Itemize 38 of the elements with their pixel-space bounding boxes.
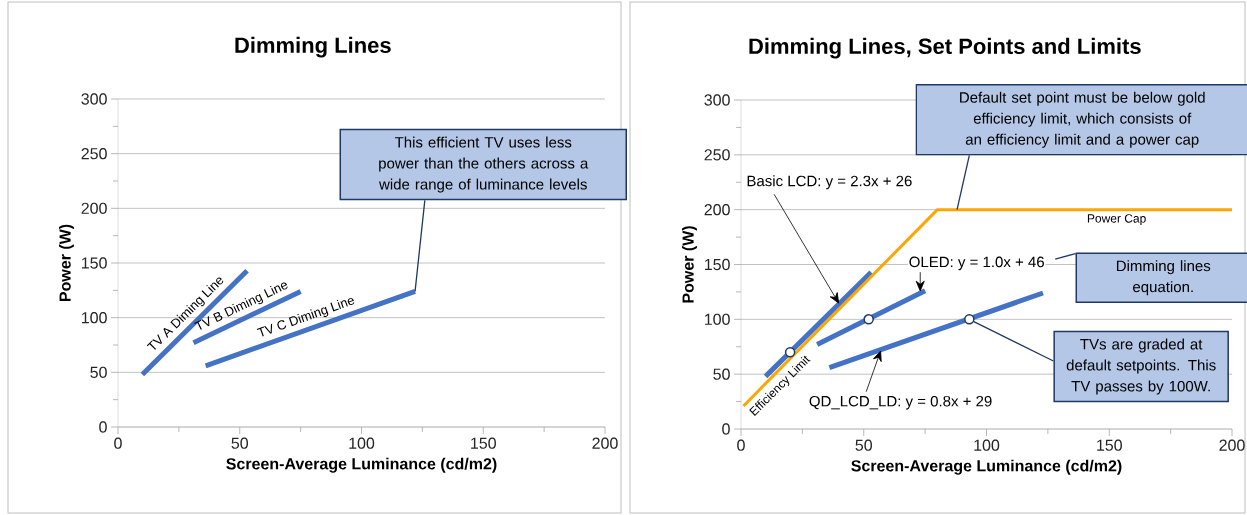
- annotation: Dimming lines equation.: [1116, 260, 1211, 296]
- y-tick-label: 0: [722, 423, 730, 435]
- y-tick-label: 300: [81, 93, 107, 105]
- y-tick-label: 250: [704, 149, 730, 161]
- x-axis-title: Screen-Average Luminance (cd/m2): [851, 459, 1122, 475]
- y-tick-label: 100: [705, 313, 730, 325]
- chart-title: Dimming Lines, Set Points and Limits: [749, 37, 1141, 59]
- x-tick-label: 150: [1097, 439, 1122, 451]
- annotation: TVs are graded at default setpoints. This TV passes by 100W.: [1066, 338, 1216, 395]
- y-tick-label: 100: [82, 312, 107, 324]
- y-axis-title: Power (W): [682, 226, 697, 303]
- chart-title: Dimming Lines: [235, 36, 391, 58]
- y-tick-label: 200: [81, 202, 107, 214]
- x-tick-label: 150: [471, 437, 496, 449]
- x-tick-label: 200: [592, 437, 618, 449]
- x-tick-label: 0: [737, 439, 745, 451]
- x-tick-label: 100: [974, 439, 1000, 451]
- y-tick-label: 50: [90, 366, 107, 378]
- x-tick-label: 50: [231, 437, 249, 449]
- annotation: Basic LCD: y = 2.3x + 26: [747, 175, 912, 190]
- y-axis-title: Power (W): [59, 224, 74, 302]
- y-tick-label: 250: [81, 148, 107, 160]
- x-tick-label: 50: [855, 439, 873, 451]
- x-tick-label: 200: [1219, 439, 1245, 451]
- y-tick-label: 50: [713, 368, 730, 380]
- annotation: QD_LCD_LD: y = 0.8x + 29: [809, 395, 992, 410]
- y-tick-label: 200: [704, 204, 730, 216]
- x-tick-label: 0: [114, 437, 122, 449]
- x-axis-title: Screen-Average Luminance (cd/m2): [226, 457, 497, 473]
- y-tick-label: 150: [705, 258, 730, 271]
- annotation: Power Cap: [1087, 214, 1146, 226]
- y-tick-label: 150: [82, 257, 107, 269]
- annotation: This efficient TV uses less power than the others across a wide range of luminance levels: [379, 136, 589, 193]
- annotation: Default set point must be below gold efficiency limit, which consists of an efficiency limit and a power cap: [960, 91, 1205, 148]
- y-tick-label: 300: [704, 94, 730, 106]
- x-tick-label: 100: [349, 437, 375, 449]
- annotation: OLED: y = 1.0x + 46: [909, 256, 1044, 271]
- y-tick-label: 0: [99, 421, 107, 433]
